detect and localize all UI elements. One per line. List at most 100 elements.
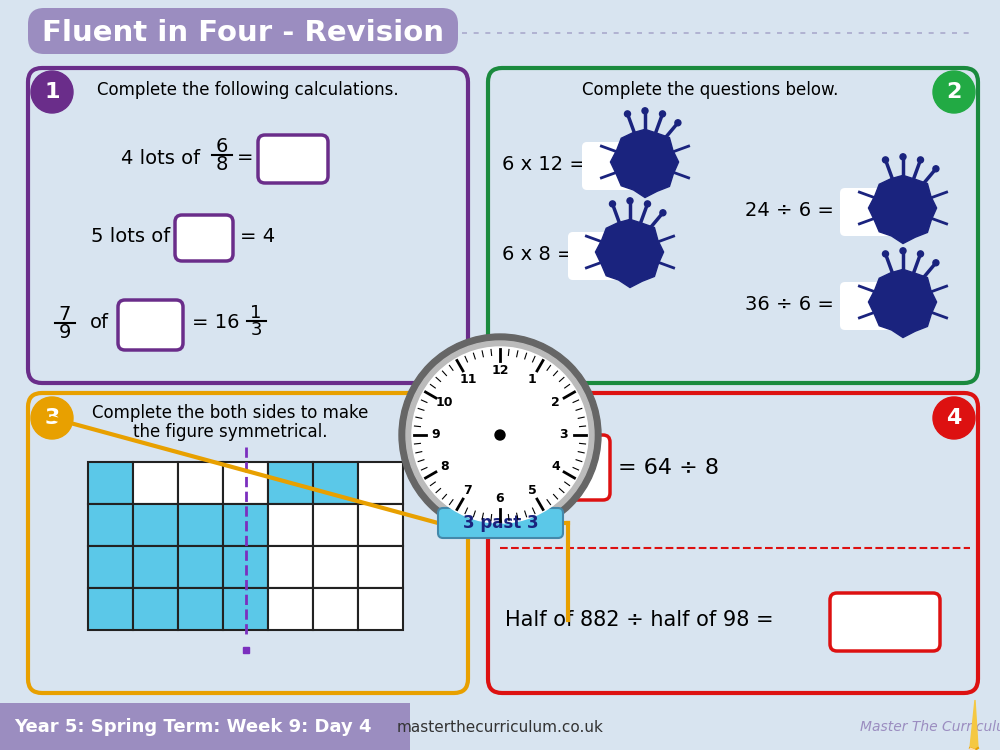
Text: 9: 9 — [432, 428, 440, 442]
Bar — [88, 462, 133, 504]
FancyBboxPatch shape — [568, 232, 638, 280]
Circle shape — [31, 397, 73, 439]
Bar — [133, 462, 178, 504]
Text: Year 5: Spring Term: Week 9: Day 4: Year 5: Spring Term: Week 9: Day 4 — [14, 718, 372, 736]
Text: 4: 4 — [551, 460, 560, 473]
Bar — [178, 588, 223, 630]
Text: 3 past 3: 3 past 3 — [463, 514, 538, 532]
Circle shape — [882, 251, 888, 257]
Text: 7: 7 — [59, 304, 71, 323]
Bar — [223, 588, 268, 630]
FancyBboxPatch shape — [582, 142, 652, 190]
FancyBboxPatch shape — [840, 282, 910, 330]
Bar — [133, 504, 178, 546]
Circle shape — [933, 71, 975, 113]
Text: 12: 12 — [491, 364, 509, 377]
Circle shape — [495, 430, 505, 440]
Bar — [178, 504, 223, 546]
Circle shape — [918, 251, 924, 257]
Circle shape — [882, 157, 888, 163]
FancyBboxPatch shape — [510, 435, 610, 500]
FancyBboxPatch shape — [488, 68, 978, 383]
Text: 6: 6 — [216, 136, 228, 155]
Bar — [223, 462, 268, 504]
Text: 4 lots of: 4 lots of — [121, 148, 200, 167]
FancyBboxPatch shape — [582, 142, 652, 190]
Text: 8: 8 — [440, 460, 449, 473]
Bar — [313, 462, 358, 504]
Circle shape — [31, 71, 73, 113]
Bar — [88, 504, 133, 546]
FancyBboxPatch shape — [488, 393, 978, 693]
Text: Half of 882 ÷ half of 98 =: Half of 882 ÷ half of 98 = — [505, 610, 774, 630]
FancyBboxPatch shape — [118, 300, 183, 350]
FancyBboxPatch shape — [830, 593, 940, 651]
Bar — [268, 504, 313, 546]
Text: 24 ÷ 6 =: 24 ÷ 6 = — [745, 200, 834, 220]
FancyBboxPatch shape — [28, 68, 468, 383]
Circle shape — [609, 201, 615, 207]
Circle shape — [660, 111, 666, 117]
Bar — [133, 588, 178, 630]
Text: 8: 8 — [216, 154, 228, 173]
Circle shape — [675, 120, 681, 126]
Polygon shape — [868, 269, 937, 338]
Polygon shape — [868, 176, 937, 244]
Circle shape — [933, 166, 939, 172]
Text: 6 x 12 =: 6 x 12 = — [502, 155, 586, 175]
Polygon shape — [970, 748, 975, 750]
Text: 5 lots of: 5 lots of — [91, 227, 170, 247]
Text: 6: 6 — [496, 493, 504, 506]
FancyBboxPatch shape — [28, 393, 468, 693]
Text: = 16: = 16 — [192, 314, 240, 332]
Text: 3: 3 — [250, 321, 262, 339]
Circle shape — [412, 347, 588, 523]
Bar — [0, 703, 410, 750]
Text: 11: 11 — [459, 373, 477, 386]
Text: 5: 5 — [528, 484, 536, 497]
Text: 1: 1 — [250, 304, 262, 322]
Bar — [313, 588, 358, 630]
Bar — [358, 504, 403, 546]
Text: 1: 1 — [528, 373, 536, 386]
Text: 7: 7 — [464, 484, 472, 497]
Text: 4: 4 — [946, 408, 962, 428]
FancyBboxPatch shape — [568, 232, 638, 280]
Circle shape — [660, 210, 666, 216]
Bar — [358, 588, 403, 630]
Text: Complete the questions below.: Complete the questions below. — [582, 81, 838, 99]
Bar — [268, 546, 313, 588]
Bar — [178, 546, 223, 588]
Text: Complete the both sides to make: Complete the both sides to make — [92, 404, 368, 422]
Text: 2: 2 — [946, 82, 962, 102]
Text: 36 ÷ 6 =: 36 ÷ 6 = — [745, 296, 834, 314]
Circle shape — [645, 201, 651, 207]
Circle shape — [642, 108, 648, 114]
Bar — [178, 462, 223, 504]
Bar — [223, 504, 268, 546]
Text: of: of — [90, 314, 109, 332]
Text: the figure symmetrical.: the figure symmetrical. — [133, 423, 327, 441]
FancyBboxPatch shape — [28, 8, 458, 54]
Text: Master The Curriculum: Master The Curriculum — [860, 720, 1000, 734]
Polygon shape — [970, 700, 978, 748]
Text: 6 x 8 =: 6 x 8 = — [502, 245, 574, 265]
Circle shape — [918, 157, 924, 163]
Bar — [313, 504, 358, 546]
Polygon shape — [595, 219, 664, 287]
Text: Fluent in Four - Revision: Fluent in Four - Revision — [42, 19, 444, 47]
Circle shape — [933, 397, 975, 439]
Bar — [268, 588, 313, 630]
Text: 9: 9 — [59, 322, 71, 341]
Bar — [133, 546, 178, 588]
Bar — [88, 546, 133, 588]
Text: 1: 1 — [44, 82, 60, 102]
FancyBboxPatch shape — [840, 188, 910, 236]
Circle shape — [624, 111, 630, 117]
Text: =: = — [237, 148, 253, 167]
Text: masterthecurriculum.co.uk: masterthecurriculum.co.uk — [397, 719, 603, 734]
Bar — [223, 546, 268, 588]
Circle shape — [900, 248, 906, 254]
Text: Complete the following calculations.: Complete the following calculations. — [97, 81, 399, 99]
FancyBboxPatch shape — [438, 508, 563, 538]
